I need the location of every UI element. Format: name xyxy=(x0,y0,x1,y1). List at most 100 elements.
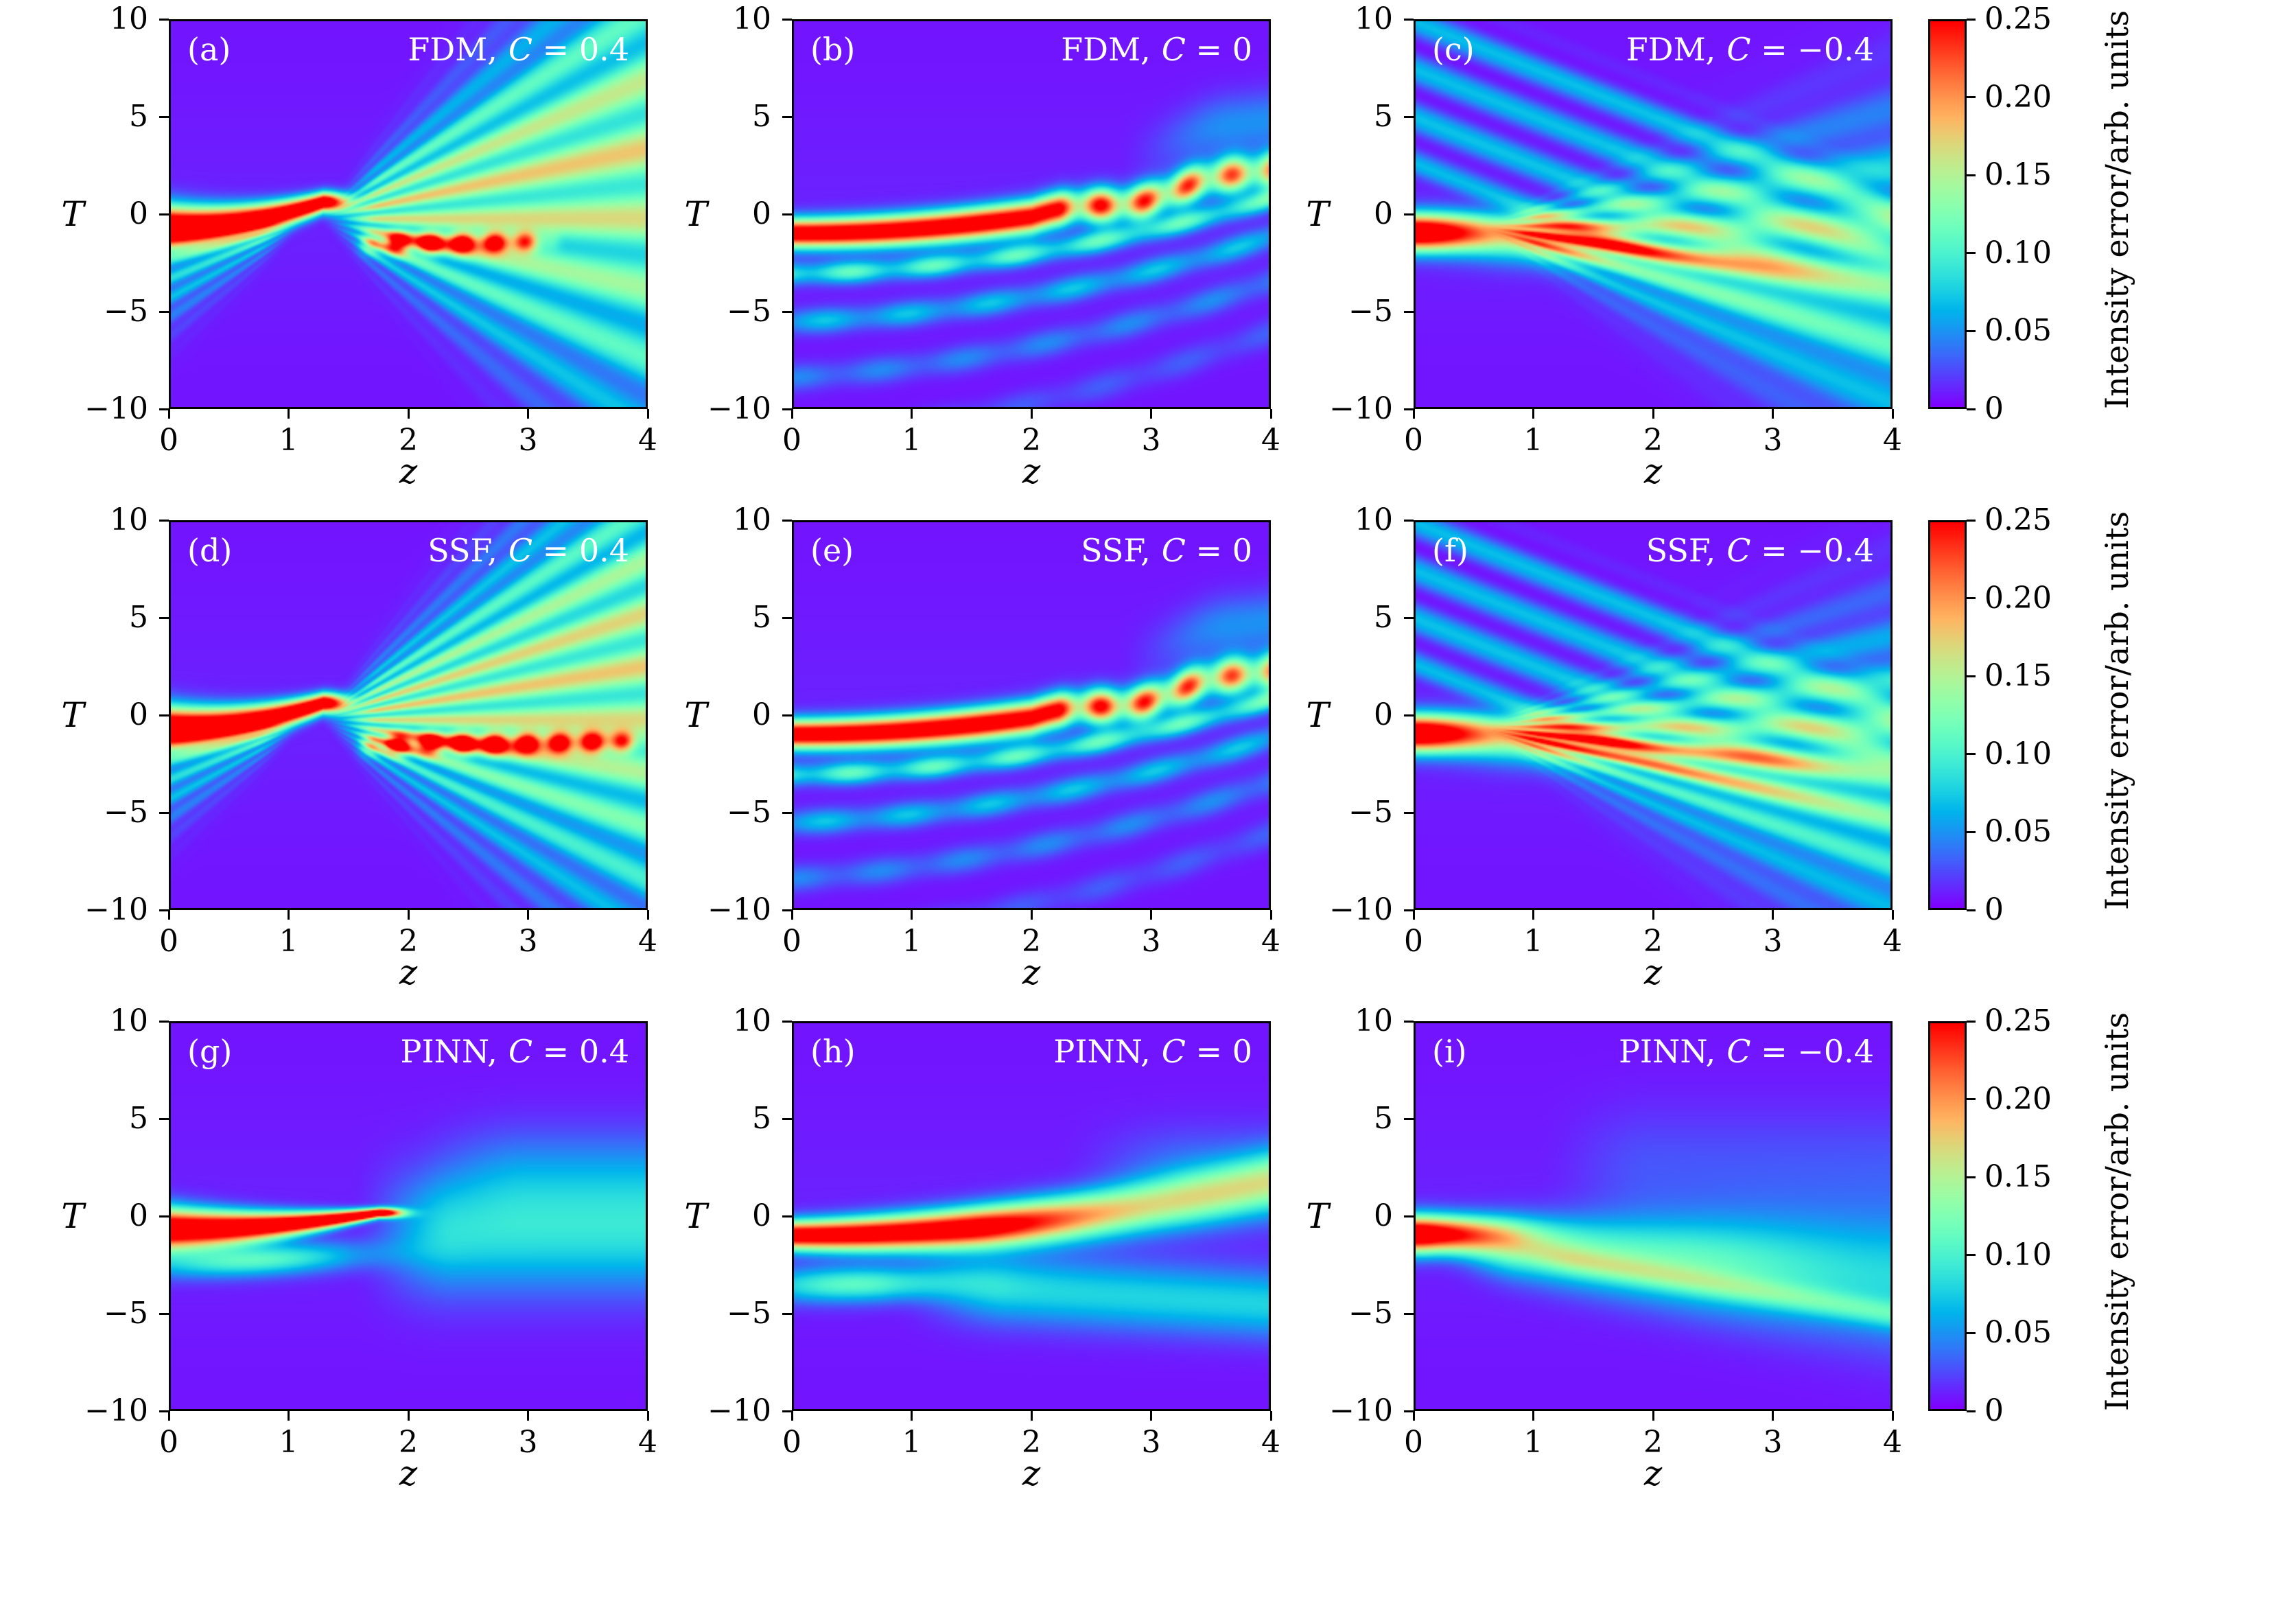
x-axis-label: z xyxy=(1643,452,1663,491)
panel-tag: (h) xyxy=(810,1033,856,1070)
y-axis-label: T xyxy=(1306,695,1329,735)
colorbar-frame xyxy=(1928,19,1967,409)
plot-area: (g) PINN, C = 0.4 xyxy=(169,1021,648,1411)
tick-marks xyxy=(782,519,1272,920)
method-label: SSF, xyxy=(427,532,497,569)
y-axis-label: T xyxy=(1306,1196,1329,1236)
c-symbol: C xyxy=(1161,532,1186,569)
c-symbol: C xyxy=(508,1033,533,1070)
tick-marks xyxy=(782,1020,1272,1421)
c-symbol: C xyxy=(1726,1033,1751,1070)
panel-tag: (e) xyxy=(810,532,854,569)
colorbar-label: Intensity error/arb. units xyxy=(2098,1012,2135,1411)
y-tick-labels: 10 5 0 −5 −10 xyxy=(707,502,771,927)
plot-area: (c) FDM, C = −0.4 xyxy=(1414,19,1893,409)
colorbar-label: Intensity error/arb. units xyxy=(2098,511,2135,910)
panel-title: FDM, C = 0 xyxy=(1061,32,1252,67)
plot-area: (e) SSF, C = 0 xyxy=(792,520,1271,910)
method-label: FDM, xyxy=(1626,31,1716,68)
c-value: = 0.4 xyxy=(532,532,629,569)
c-value: = −0.4 xyxy=(1750,31,1874,68)
method-label: FDM, xyxy=(1061,31,1151,68)
colorbar-tick-marks xyxy=(1928,1020,1976,1412)
y-tick-labels: 10 5 0 −5 −10 xyxy=(707,1003,771,1428)
colorbar-label: Intensity error/arb. units xyxy=(2098,10,2135,409)
panel-tag: (b) xyxy=(810,31,856,68)
panel-tag: (i) xyxy=(1432,1033,1467,1070)
y-axis-label: T xyxy=(61,1196,84,1236)
plot-area: (i) PINN, C = −0.4 xyxy=(1414,1021,1893,1411)
tick-marks xyxy=(1404,18,1894,419)
c-value: = 0 xyxy=(1185,1033,1252,1070)
y-axis-label: T xyxy=(684,1196,707,1236)
c-symbol: C xyxy=(1161,31,1186,68)
y-tick-labels: 10 5 0 −5 −10 xyxy=(1329,1003,1393,1428)
panel-tag: (d) xyxy=(187,532,233,569)
method-label: FDM, xyxy=(408,31,497,68)
c-value: = −0.4 xyxy=(1750,1033,1874,1070)
c-value: = 0.4 xyxy=(532,31,629,68)
x-axis-label: z xyxy=(1022,452,1041,491)
tick-marks xyxy=(159,1020,649,1421)
method-label: SSF, xyxy=(1645,532,1716,569)
plot-area: (b) FDM, C = 0 xyxy=(792,19,1271,409)
colorbar-tick-labels: 0 0.05 0.10 0.15 0.20 0.25 xyxy=(1984,502,2052,927)
heatmap-canvas xyxy=(171,522,646,908)
colorbar: 0 0.05 0.10 0.15 0.20 0.25 xyxy=(1928,1,2052,426)
panel-title: SSF, C = 0 xyxy=(1081,533,1252,568)
x-axis-label: z xyxy=(1643,953,1663,992)
heatmap-canvas xyxy=(794,1023,1269,1409)
tick-marks xyxy=(1404,1020,1894,1421)
method-label: PINN, xyxy=(1618,1033,1716,1070)
x-axis-label: z xyxy=(1643,1454,1663,1493)
panel-title: SSF, C = 0.4 xyxy=(427,533,629,568)
x-axis-label: z xyxy=(1022,1454,1041,1493)
tick-marks xyxy=(1404,519,1894,920)
panel-title: PINN, C = 0.4 xyxy=(401,1034,629,1069)
panel-title: FDM, C = 0.4 xyxy=(408,32,629,67)
x-axis-label: z xyxy=(399,1454,418,1493)
c-value: = −0.4 xyxy=(1750,532,1874,569)
y-tick-labels: 10 5 0 −5 −10 xyxy=(84,502,148,927)
panel-tag: (g) xyxy=(187,1033,233,1070)
colorbar: 0 0.05 0.10 0.15 0.20 0.25 xyxy=(1928,1003,2052,1428)
c-symbol: C xyxy=(1161,1033,1186,1070)
y-axis-label: T xyxy=(61,695,84,735)
y-axis-label: T xyxy=(1306,194,1329,234)
panel-tag: (f) xyxy=(1432,532,1468,569)
heatmap-canvas xyxy=(1416,21,1890,407)
panel-title: PINN, C = −0.4 xyxy=(1619,1034,1874,1069)
panel-tag: (a) xyxy=(187,31,231,68)
colorbar-frame xyxy=(1928,520,1967,910)
plot-area: (a) FDM, C = 0.4 xyxy=(169,19,648,409)
x-axis-label: z xyxy=(399,452,418,491)
heatmap-canvas xyxy=(1416,1023,1890,1409)
x-axis-label: z xyxy=(399,953,418,992)
y-tick-labels: 10 5 0 −5 −10 xyxy=(84,1003,148,1428)
colorbar: 0 0.05 0.10 0.15 0.20 0.25 xyxy=(1928,502,2052,927)
y-tick-labels: 10 5 0 −5 −10 xyxy=(1329,1,1393,426)
colorbar-tick-marks xyxy=(1928,18,1976,410)
y-tick-labels: 10 5 0 −5 −10 xyxy=(84,1,148,426)
panel-tag: (c) xyxy=(1432,31,1475,68)
tick-marks xyxy=(159,18,649,419)
panel-title: PINN, C = 0 xyxy=(1053,1034,1252,1069)
heatmap-canvas xyxy=(171,1023,646,1409)
y-tick-labels: 10 5 0 −5 −10 xyxy=(707,1,771,426)
colorbar-tick-marks xyxy=(1928,519,1976,911)
plot-area: (f) SSF, C = −0.4 xyxy=(1414,520,1893,910)
method-label: PINN, xyxy=(1053,1033,1151,1070)
